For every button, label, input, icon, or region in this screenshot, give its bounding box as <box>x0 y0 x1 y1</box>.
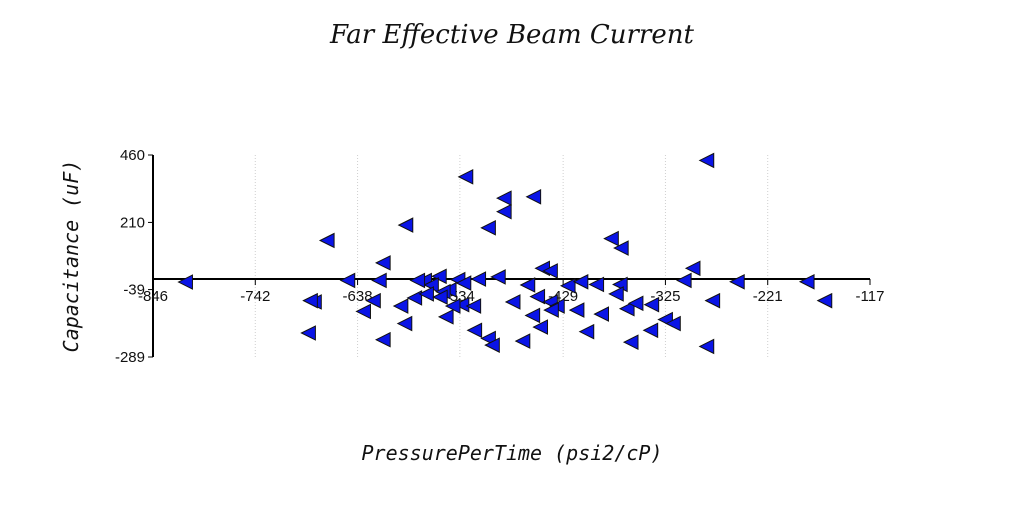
data-point <box>365 292 381 309</box>
data-points <box>177 152 833 355</box>
data-point <box>318 232 335 249</box>
data-point <box>470 271 487 287</box>
y-tick-label: -39 <box>123 282 145 299</box>
y-tick-label: 210 <box>120 214 145 231</box>
data-point <box>466 322 483 339</box>
data-point <box>524 307 541 324</box>
data-point <box>397 217 414 233</box>
data-point <box>519 277 536 293</box>
data-point <box>532 319 549 335</box>
data-point <box>465 298 482 314</box>
data-point <box>504 294 521 310</box>
data-point <box>675 272 692 289</box>
y-axis-label: Capacitance (uF) <box>59 160 83 353</box>
data-point <box>643 296 660 313</box>
y-tick-label: 460 <box>120 147 145 164</box>
data-point <box>529 288 546 305</box>
data-point <box>543 302 559 318</box>
data-point <box>490 269 506 285</box>
axes <box>148 154 871 358</box>
data-point <box>396 315 413 332</box>
data-point <box>559 277 576 294</box>
data-point <box>177 274 193 290</box>
data-point <box>409 272 426 289</box>
data-point <box>608 286 624 302</box>
data-point <box>578 323 595 340</box>
data-point <box>684 260 701 277</box>
data-point <box>484 337 500 353</box>
data-point <box>593 306 609 322</box>
data-point <box>300 325 316 341</box>
data-point <box>375 331 391 348</box>
x-tick-label: -117 <box>856 288 885 305</box>
tick-labels: -846 -742 -638 -534 -429 -325 -221 -117460210-3… <box>115 147 884 366</box>
data-point <box>406 290 423 306</box>
data-point <box>618 300 635 317</box>
data-point <box>572 273 589 290</box>
data-point <box>496 203 512 220</box>
data-point <box>627 295 644 312</box>
y-tick-label: -289 <box>115 349 145 366</box>
data-point <box>568 302 585 318</box>
data-point <box>375 255 391 271</box>
data-point <box>437 309 454 325</box>
data-point <box>665 315 681 332</box>
data-point <box>798 273 815 290</box>
data-point <box>496 190 512 206</box>
x-tick-label: -638 <box>343 288 373 305</box>
data-point <box>432 289 448 305</box>
data-point <box>355 303 371 320</box>
chart-title: Far Effective Beam Current <box>329 20 694 50</box>
data-point <box>339 272 356 289</box>
data-point <box>588 276 605 293</box>
data-point <box>542 263 558 279</box>
data-point <box>302 292 318 309</box>
data-point <box>371 272 387 289</box>
data-point <box>514 333 531 349</box>
data-point <box>816 292 833 309</box>
data-point <box>622 334 639 350</box>
data-point <box>392 298 409 314</box>
data-point <box>431 268 447 285</box>
data-point <box>525 188 542 205</box>
data-point <box>642 322 659 339</box>
grid-lines <box>254 155 769 357</box>
data-point <box>418 286 434 302</box>
data-point <box>729 273 745 290</box>
data-point <box>698 152 715 169</box>
x-tick-label: -846 <box>138 288 168 305</box>
data-point <box>455 275 472 291</box>
data-point <box>704 292 721 309</box>
x-tick-label: -742 <box>240 288 270 305</box>
data-point <box>457 169 474 185</box>
data-point <box>613 240 629 256</box>
data-point <box>603 230 619 247</box>
data-point <box>480 220 496 236</box>
data-point <box>698 338 715 355</box>
x-axis-label: PressurePerTime (psi2/cP) <box>361 441 662 465</box>
x-tick-label: -221 <box>753 288 783 305</box>
